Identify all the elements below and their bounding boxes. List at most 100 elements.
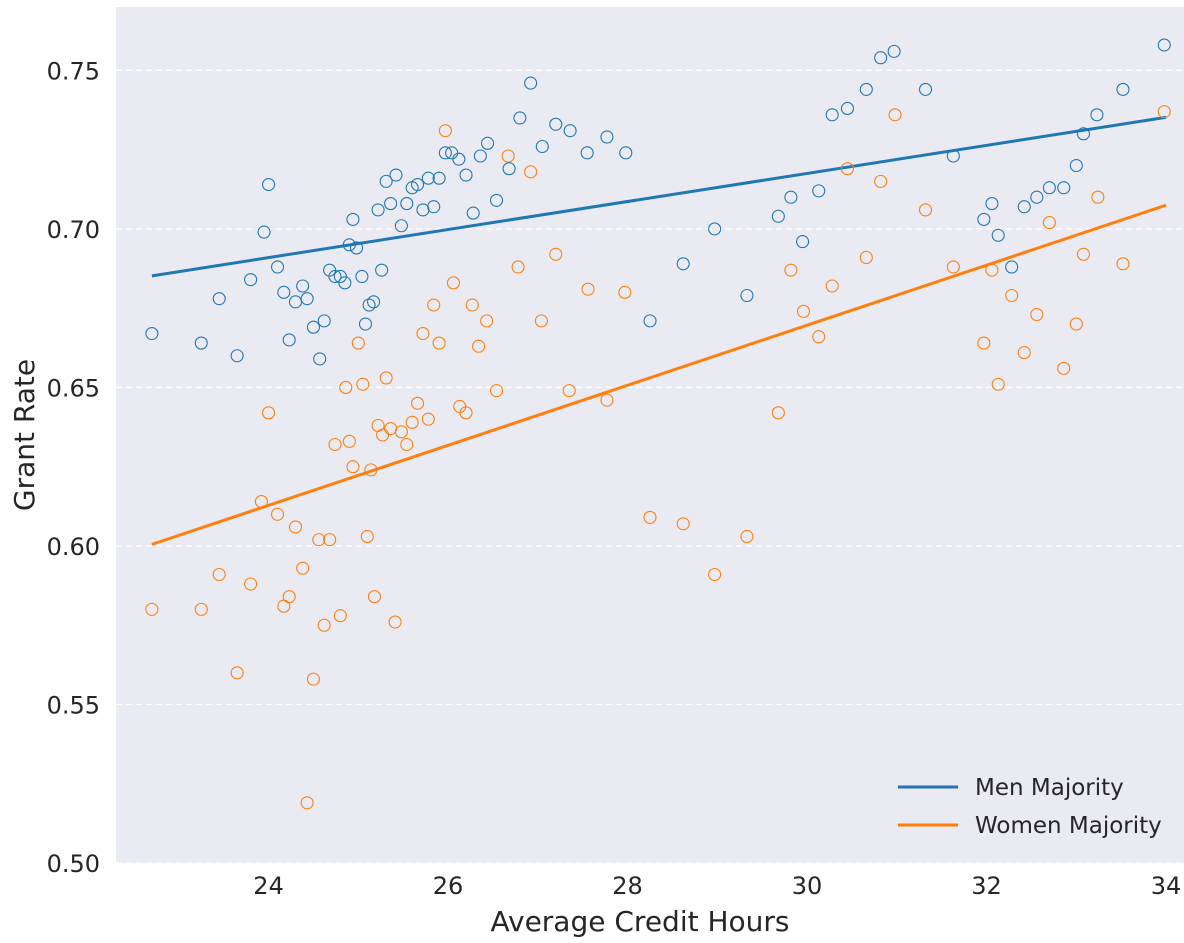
y-tick-label: 0.70 — [47, 216, 100, 244]
point-men-majority — [313, 352, 327, 366]
point-women-majority — [985, 263, 999, 277]
point-women-majority — [859, 250, 873, 265]
point-women-majority — [339, 380, 353, 394]
point-men-majority — [977, 212, 991, 226]
point-men-majority — [338, 276, 352, 290]
point-men-majority — [375, 263, 389, 277]
point-women-majority — [360, 529, 374, 544]
point-men-majority — [535, 139, 549, 154]
point-women-majority — [300, 796, 314, 810]
point-men-majority — [1116, 82, 1130, 96]
trend-line-men-majority — [151, 115, 1167, 278]
point-men-majority — [379, 174, 393, 188]
x-axis-label: Average Credit Hours — [490, 905, 789, 938]
point-men-majority — [438, 146, 452, 160]
point-men-majority — [600, 130, 614, 144]
point-women-majority — [888, 108, 902, 122]
point-men-majority — [194, 336, 208, 350]
point-men-majority — [796, 235, 810, 249]
x-tick-labels: 24 26 28 30 32 34 — [253, 872, 1181, 900]
point-women-majority — [446, 276, 461, 290]
point-men-majority — [643, 314, 657, 328]
y-tick-label: 0.55 — [47, 691, 100, 719]
point-women-majority — [771, 406, 785, 420]
point-women-majority — [946, 260, 960, 274]
point-men-majority — [452, 152, 466, 166]
point-men-majority — [145, 326, 159, 341]
legend-label-women-majority: Women Majority — [975, 813, 1162, 839]
point-men-majority — [400, 197, 414, 211]
point-men-majority — [991, 228, 1005, 242]
point-men-majority — [277, 285, 291, 299]
point-women-majority — [323, 533, 337, 547]
point-women-majority — [194, 602, 208, 616]
point-women-majority — [643, 510, 657, 524]
point-men-majority — [812, 184, 826, 198]
point-women-majority — [379, 371, 393, 385]
point-women-majority — [288, 520, 303, 534]
point-men-majority — [306, 320, 320, 334]
point-women-majority — [212, 567, 226, 582]
point-women-majority — [1069, 317, 1083, 331]
point-women-majority — [328, 437, 342, 452]
data-points — [145, 38, 1171, 810]
point-women-majority — [524, 165, 538, 179]
point-men-majority — [270, 260, 285, 274]
point-women-majority — [364, 463, 378, 477]
point-women-majority — [1116, 257, 1130, 271]
point-men-majority — [296, 279, 310, 293]
point-men-majority — [358, 317, 373, 331]
point-women-majority — [1005, 288, 1019, 303]
point-women-majority — [427, 298, 441, 312]
point-women-majority — [394, 425, 408, 439]
point-women-majority — [1076, 247, 1091, 261]
point-women-majority — [840, 162, 854, 176]
point-women-majority — [1017, 346, 1031, 360]
point-women-majority — [740, 529, 754, 544]
point-men-majority — [328, 269, 342, 284]
point-women-majority — [356, 377, 370, 391]
point-men-majority — [432, 171, 446, 185]
point-women-majority — [411, 396, 425, 410]
point-men-majority — [1069, 158, 1083, 173]
point-women-majority — [549, 247, 563, 261]
point-men-majority — [549, 117, 563, 131]
point-women-majority — [333, 609, 347, 623]
point-women-majority — [230, 666, 244, 680]
point-men-majority — [1017, 200, 1031, 214]
point-women-majority — [317, 618, 331, 632]
point-men-majority — [481, 136, 495, 150]
point-women-majority — [145, 602, 159, 616]
point-men-majority — [230, 349, 244, 363]
point-women-majority — [400, 437, 414, 452]
x-tick-label: 28 — [612, 872, 643, 900]
point-women-majority — [534, 314, 548, 328]
point-women-majority — [270, 507, 285, 521]
y-axis-label: Grant Rate — [8, 359, 41, 511]
point-men-majority — [244, 273, 258, 287]
y-tick-labels: 0.50 0.55 0.60 0.65 0.70 0.75 — [47, 57, 100, 878]
y-tick-label: 0.50 — [47, 850, 100, 878]
y-tick-label: 0.65 — [47, 374, 100, 402]
point-men-majority — [563, 124, 577, 138]
point-men-majority — [421, 171, 435, 185]
point-men-majority — [580, 146, 594, 160]
trend-line-women-majority — [151, 203, 1167, 546]
point-men-majority — [740, 288, 754, 303]
point-men-majority — [427, 200, 441, 214]
point-men-majority — [367, 295, 381, 309]
point-men-majority — [349, 241, 364, 255]
point-women-majority — [254, 495, 268, 509]
point-men-majority — [282, 333, 296, 347]
point-men-majority — [513, 111, 527, 125]
point-women-majority — [977, 336, 991, 350]
point-women-majority — [388, 615, 402, 629]
point-men-majority — [840, 101, 854, 116]
point-men-majority — [1076, 127, 1091, 141]
point-women-majority — [312, 533, 326, 547]
point-women-majority — [874, 174, 888, 188]
point-women-majority — [1157, 105, 1171, 119]
point-women-majority — [489, 384, 504, 398]
grid-layer — [116, 69, 1184, 864]
point-women-majority — [1030, 307, 1044, 322]
